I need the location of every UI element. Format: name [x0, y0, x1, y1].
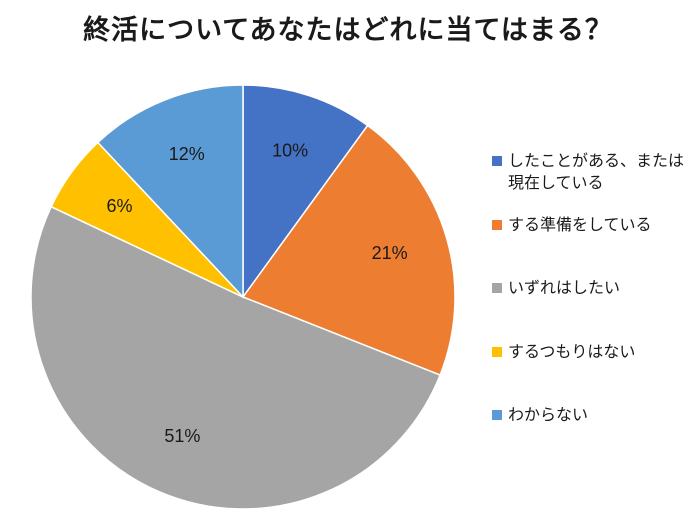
- pie-slice: [96, 84, 244, 299]
- legend-swatch: [492, 347, 502, 357]
- legend-item-someday: いずれはしたい: [492, 277, 688, 299]
- legend-label: したことがある、または現在している: [508, 151, 685, 192]
- data-label: 51%: [164, 426, 200, 446]
- legend-item-preparing: する準備をしている: [492, 214, 688, 236]
- legend-swatch: [492, 156, 502, 166]
- legend-label: するつもりはない: [508, 342, 636, 361]
- legend-swatch: [492, 410, 502, 420]
- data-label: 6%: [107, 196, 133, 216]
- legend-item-unknown: わからない: [492, 404, 688, 426]
- data-label: 21%: [372, 243, 408, 263]
- legend-item-not-intending: するつもりはない: [492, 341, 688, 363]
- pie-slice: [241, 124, 456, 377]
- legend-label: いずれはしたい: [508, 278, 621, 297]
- legend-item-done: したことがある、または現在している: [492, 150, 688, 194]
- data-label: 12%: [169, 144, 205, 164]
- pie-slice: [242, 84, 369, 300]
- legend-swatch: [492, 220, 502, 230]
- pie-slice: [30, 205, 442, 510]
- chart-title: 終活についてあなたはどれに当てはまる？: [83, 15, 613, 46]
- legend-label: わからない: [508, 405, 589, 424]
- legend-label: する準備をしている: [508, 215, 652, 234]
- legend-swatch: [492, 283, 502, 293]
- data-label: 10%: [272, 141, 308, 161]
